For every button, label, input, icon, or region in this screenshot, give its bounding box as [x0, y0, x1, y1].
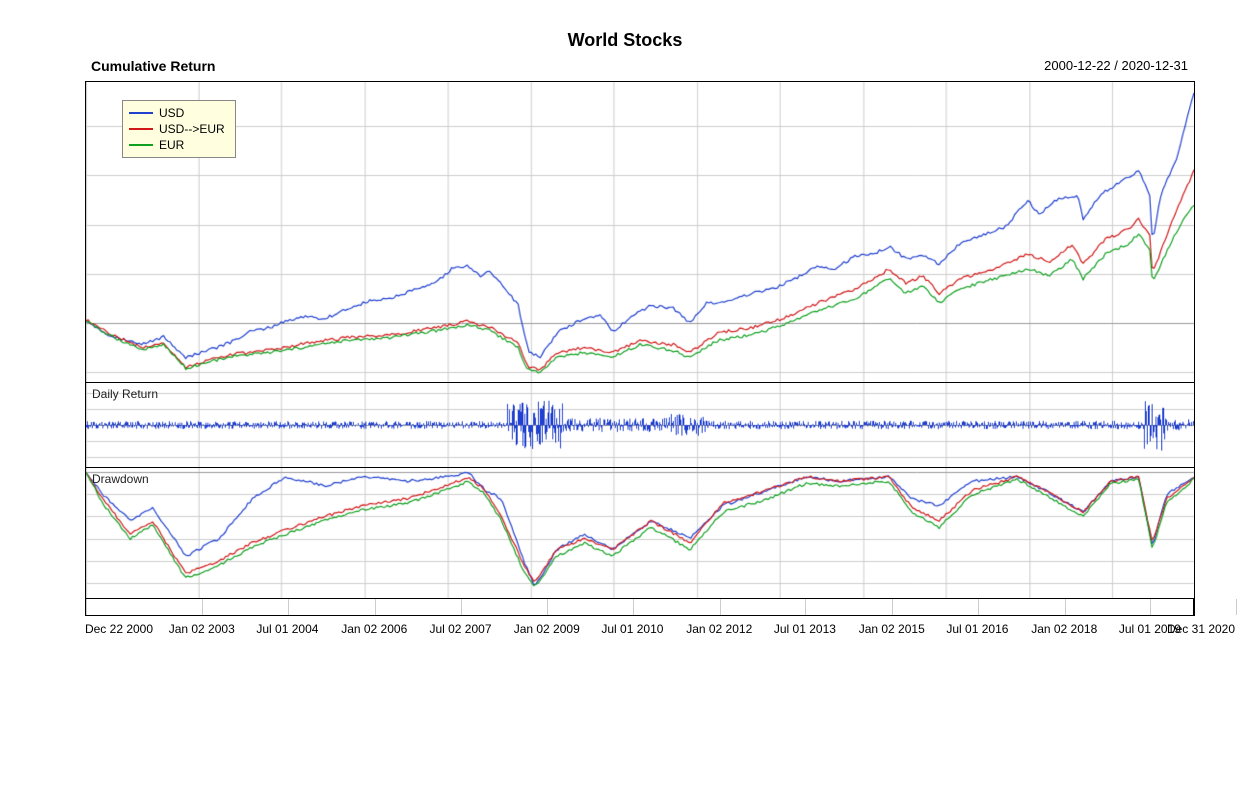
x-tick: [375, 599, 376, 615]
x-tick-label: Jan 02 2012: [686, 622, 752, 636]
x-tick: [1236, 599, 1237, 615]
panel-daily: Daily Return -0.10-0.050.000.050.10: [85, 383, 1194, 468]
x-tick-label: Jan 02 2009: [514, 622, 580, 636]
x-tick: [86, 599, 87, 615]
canvas-daily: [86, 383, 1194, 467]
x-tick-label: Jul 02 2007: [429, 622, 491, 636]
x-tick: [720, 599, 721, 615]
x-tick-label: Dec 31 2020: [1167, 622, 1235, 636]
x-tick-label: Jan 02 2015: [859, 622, 925, 636]
x-tick-label: Jul 01 2004: [256, 622, 318, 636]
x-tick: [547, 599, 548, 615]
chart-title: World Stocks: [20, 30, 1230, 51]
x-tick: [288, 599, 289, 615]
legend-item-eur: EUR: [129, 137, 225, 153]
x-tick-label: Jul 01 2013: [774, 622, 836, 636]
x-tick-label: Jan 02 2003: [169, 622, 235, 636]
x-tick: [633, 599, 634, 615]
legend-box: USD USD-->EUR EUR: [122, 100, 236, 158]
legend-label-eur: EUR: [159, 137, 184, 153]
legend-label-usd: USD: [159, 105, 184, 121]
panel-label-drawdown: Drawdown: [92, 472, 149, 486]
chart-wrap: Cumulative Return 2000-12-22 / 2020-12-3…: [85, 81, 1195, 616]
x-tick-label: Jul 01 2010: [601, 622, 663, 636]
x-tick-label: Jan 02 2018: [1031, 622, 1097, 636]
x-tick: [978, 599, 979, 615]
panel-drawdown: Drawdown -0.5-0.4-0.3-0.2-0.1: [85, 468, 1194, 599]
x-axis-labels: Dec 22 2000 Jan 02 2003 Jul 01 2004 Jan 02 …: [85, 616, 1195, 652]
legend-swatch-eur: [129, 144, 153, 146]
x-tick: [461, 599, 462, 615]
x-axis-strip: [85, 599, 1194, 616]
x-tick-label: Jul 01 2016: [946, 622, 1008, 636]
x-tick: [1150, 599, 1151, 615]
panel-label-daily: Daily Return: [92, 387, 158, 401]
legend-label-usd-eur: USD-->EUR: [159, 121, 225, 137]
legend-item-usd: USD: [129, 105, 225, 121]
panel-cumulative: USD USD-->EUR EUR -0.50.00.51.01.52.0: [85, 82, 1194, 383]
date-range: 2000-12-22 / 2020-12-31: [1044, 58, 1188, 73]
canvas-cumulative: [86, 82, 1194, 382]
x-tick: [805, 599, 806, 615]
x-tick: [892, 599, 893, 615]
x-tick-label: Jan 02 2006: [341, 622, 407, 636]
canvas-drawdown: [86, 468, 1194, 598]
x-tick: [1065, 599, 1066, 615]
subtitle: Cumulative Return: [91, 58, 215, 74]
legend-item-usd-eur: USD-->EUR: [129, 121, 225, 137]
legend-swatch-usd: [129, 112, 153, 114]
x-tick: [202, 599, 203, 615]
x-tick-label: Dec 22 2000: [85, 622, 153, 636]
legend-swatch-usd-eur: [129, 128, 153, 130]
